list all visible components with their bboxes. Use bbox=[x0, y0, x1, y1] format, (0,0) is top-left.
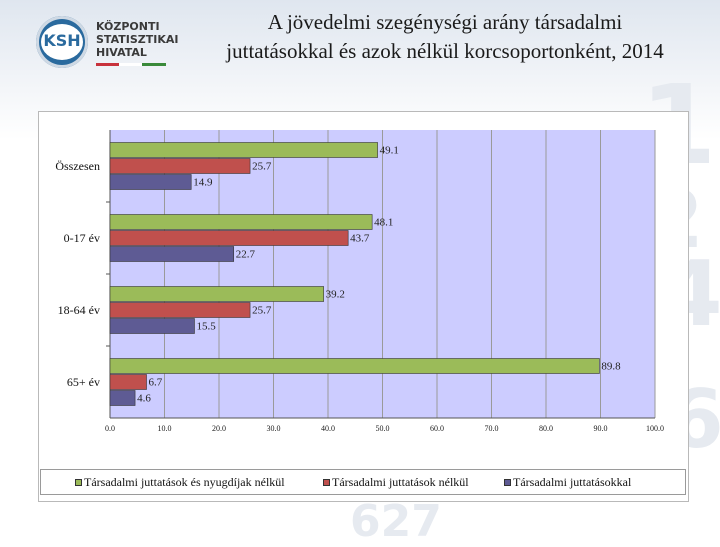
legend-label: Társadalmi juttatások nélkül bbox=[332, 475, 469, 489]
bar bbox=[109, 142, 378, 158]
x-tick-label: 100.0 bbox=[646, 424, 664, 433]
logo-abbr: KSH bbox=[43, 31, 81, 50]
data-label: 49.1 bbox=[380, 145, 399, 157]
category-label: 65+ év bbox=[67, 375, 100, 389]
data-label: 25.7 bbox=[252, 161, 272, 173]
bar bbox=[109, 358, 600, 374]
data-label: 48.1 bbox=[374, 217, 393, 229]
legend-item: Társadalmi juttatások és nyugdíjak nélkü… bbox=[75, 475, 285, 490]
x-tick-label: 70.0 bbox=[485, 424, 499, 433]
chart-legend: Társadalmi juttatások és nyugdíjak nélkü… bbox=[40, 469, 686, 495]
bar bbox=[109, 286, 324, 302]
legend-item: Társadalmi juttatások nélkül bbox=[323, 475, 469, 490]
data-label: 14.9 bbox=[193, 177, 213, 189]
legend-swatch bbox=[323, 479, 330, 486]
bar bbox=[109, 158, 251, 174]
x-tick-label: 0.0 bbox=[105, 424, 115, 433]
legend-swatch bbox=[504, 479, 511, 486]
x-tick-label: 90.0 bbox=[594, 424, 608, 433]
bar bbox=[109, 318, 195, 334]
x-tick-label: 30.0 bbox=[267, 424, 281, 433]
x-tick-label: 50.0 bbox=[376, 424, 390, 433]
bar bbox=[109, 246, 235, 262]
x-tick-label: 60.0 bbox=[430, 424, 444, 433]
data-label: 4.6 bbox=[137, 393, 151, 405]
bar bbox=[109, 230, 349, 246]
background-decoration: 627 bbox=[350, 496, 442, 547]
legend-label: Társadalmi juttatásokkal bbox=[513, 475, 632, 489]
data-label: 43.7 bbox=[350, 233, 370, 245]
x-tick-label: 20.0 bbox=[212, 424, 226, 433]
data-label: 39.2 bbox=[326, 289, 345, 301]
category-label: 0-17 év bbox=[64, 231, 100, 245]
category-label: 18-64 év bbox=[58, 303, 100, 317]
data-label: 15.5 bbox=[196, 321, 216, 333]
logo-text: KÖZPONTI STATISZTIKAI HIVATAL bbox=[96, 20, 179, 59]
x-tick-label: 40.0 bbox=[321, 424, 335, 433]
data-label: 6.7 bbox=[149, 377, 163, 389]
bar bbox=[109, 390, 136, 406]
data-label: 25.7 bbox=[252, 305, 272, 317]
category-label: Összesen bbox=[55, 159, 100, 173]
data-label: 22.7 bbox=[236, 249, 256, 261]
bar bbox=[109, 302, 251, 318]
legend-swatch bbox=[75, 479, 82, 486]
legend-item: Társadalmi juttatásokkal bbox=[504, 475, 631, 490]
page-title: A jövedelmi szegénységi arány társadalmi… bbox=[226, 10, 664, 63]
bar bbox=[109, 374, 147, 390]
legend-label: Társadalmi juttatások és nyugdíjak nélkü… bbox=[84, 475, 285, 489]
x-tick-label: 80.0 bbox=[539, 424, 553, 433]
data-label: 89.8 bbox=[601, 361, 621, 373]
bar bbox=[109, 214, 373, 230]
ksh-logo: KSH KÖZPONTI STATISZTIKAI HIVATAL bbox=[36, 16, 186, 72]
logo-stripe bbox=[96, 63, 166, 66]
logo-circle: KSH bbox=[36, 16, 88, 68]
x-tick-label: 10.0 bbox=[158, 424, 172, 433]
bar bbox=[109, 174, 192, 190]
